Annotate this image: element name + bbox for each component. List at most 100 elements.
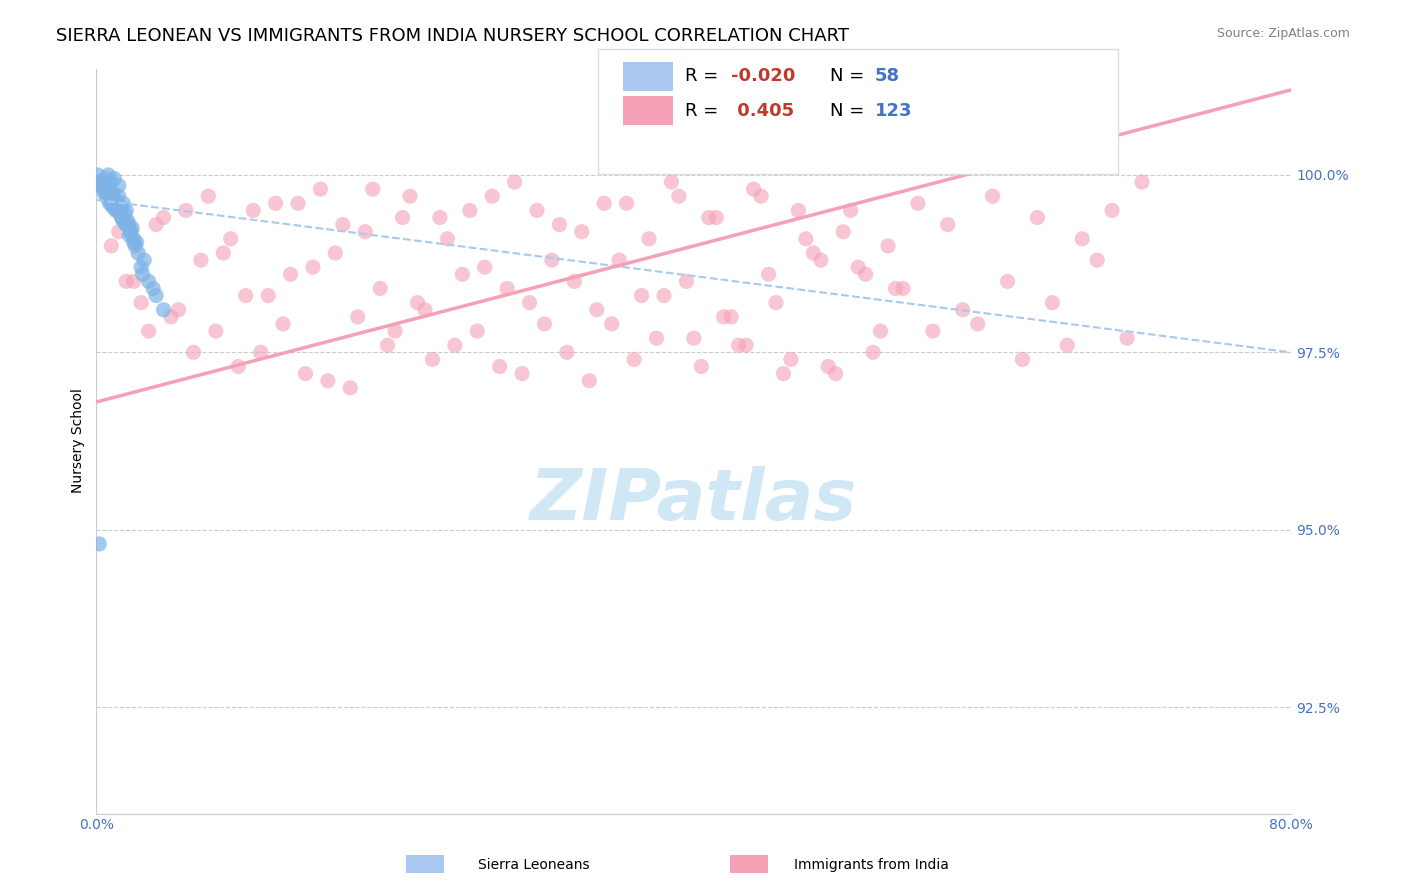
Text: 123: 123: [875, 102, 912, 120]
Point: [541, 253, 564, 268]
Point: [107, 203, 129, 218]
Point: [142, 281, 165, 295]
Point: [101, 186, 124, 200]
Point: [510, 367, 533, 381]
Point: [93, 182, 115, 196]
Point: [107, 189, 129, 203]
Point: [96, 189, 118, 203]
Point: [966, 317, 988, 331]
Point: [118, 218, 141, 232]
Point: [152, 302, 174, 317]
Point: [368, 281, 391, 295]
Point: [160, 310, 183, 324]
Point: [131, 267, 153, 281]
Point: [107, 178, 129, 193]
Point: [997, 274, 1019, 288]
Point: [219, 232, 242, 246]
Point: [129, 295, 152, 310]
Point: [97, 168, 120, 182]
Point: [422, 352, 444, 367]
Point: [1040, 295, 1063, 310]
Point: [981, 189, 1004, 203]
Text: -0.020: -0.020: [731, 67, 796, 85]
Point: [465, 324, 488, 338]
Text: SIERRA LEONEAN VS IMMIGRANTS FROM INDIA NURSERY SCHOOL CORRELATION CHART: SIERRA LEONEAN VS IMMIGRANTS FROM INDIA …: [56, 27, 849, 45]
Point: [668, 189, 690, 203]
Point: [287, 196, 309, 211]
Point: [134, 253, 156, 268]
Point: [735, 338, 758, 352]
Point: [110, 207, 132, 221]
Point: [91, 178, 114, 193]
Y-axis label: Nursery School: Nursery School: [72, 389, 86, 493]
Text: N =: N =: [830, 102, 869, 120]
Point: [758, 267, 780, 281]
Point: [94, 171, 117, 186]
Point: [429, 211, 451, 225]
Point: [780, 352, 803, 367]
Point: [264, 196, 287, 211]
Point: [399, 189, 422, 203]
Point: [638, 232, 661, 246]
Point: [765, 295, 787, 310]
Text: R =: R =: [685, 102, 724, 120]
Point: [339, 381, 361, 395]
Text: 0.405: 0.405: [731, 102, 794, 120]
Point: [361, 182, 384, 196]
Point: [571, 225, 593, 239]
Point: [205, 324, 228, 338]
Point: [100, 196, 122, 211]
Point: [742, 182, 765, 196]
Point: [1071, 232, 1094, 246]
Point: [120, 225, 142, 239]
Point: [111, 211, 134, 225]
Point: [103, 200, 125, 214]
Point: [101, 200, 124, 214]
Point: [120, 225, 142, 239]
Point: [884, 281, 907, 295]
Point: [496, 281, 519, 295]
Point: [444, 338, 467, 352]
Point: [832, 225, 855, 239]
Point: [817, 359, 839, 374]
Point: [249, 345, 271, 359]
Point: [302, 260, 325, 275]
Point: [801, 246, 824, 260]
Point: [280, 267, 302, 281]
Point: [907, 196, 929, 211]
Point: [115, 218, 138, 232]
Point: [921, 324, 943, 338]
Point: [824, 367, 846, 381]
Point: [1130, 175, 1153, 189]
Point: [607, 253, 630, 268]
Point: [332, 218, 354, 232]
Point: [212, 246, 235, 260]
Point: [630, 288, 652, 302]
Point: [91, 178, 114, 193]
Point: [100, 189, 122, 203]
Point: [623, 352, 645, 367]
Point: [112, 196, 135, 211]
Point: [600, 317, 623, 331]
Point: [585, 302, 607, 317]
Point: [115, 274, 138, 288]
Text: ZIPatlas: ZIPatlas: [530, 467, 858, 535]
Point: [720, 310, 742, 324]
Point: [578, 374, 600, 388]
Point: [118, 228, 141, 243]
Point: [111, 211, 134, 225]
Point: [891, 281, 914, 295]
Point: [96, 186, 118, 200]
Point: [1085, 253, 1108, 268]
Point: [413, 302, 436, 317]
Point: [103, 171, 125, 186]
Point: [749, 189, 772, 203]
Point: [810, 253, 832, 268]
Point: [846, 260, 869, 275]
Point: [257, 288, 280, 302]
Point: [94, 182, 117, 196]
Point: [661, 175, 683, 189]
Point: [110, 200, 132, 214]
Point: [122, 232, 145, 246]
Point: [436, 232, 458, 246]
